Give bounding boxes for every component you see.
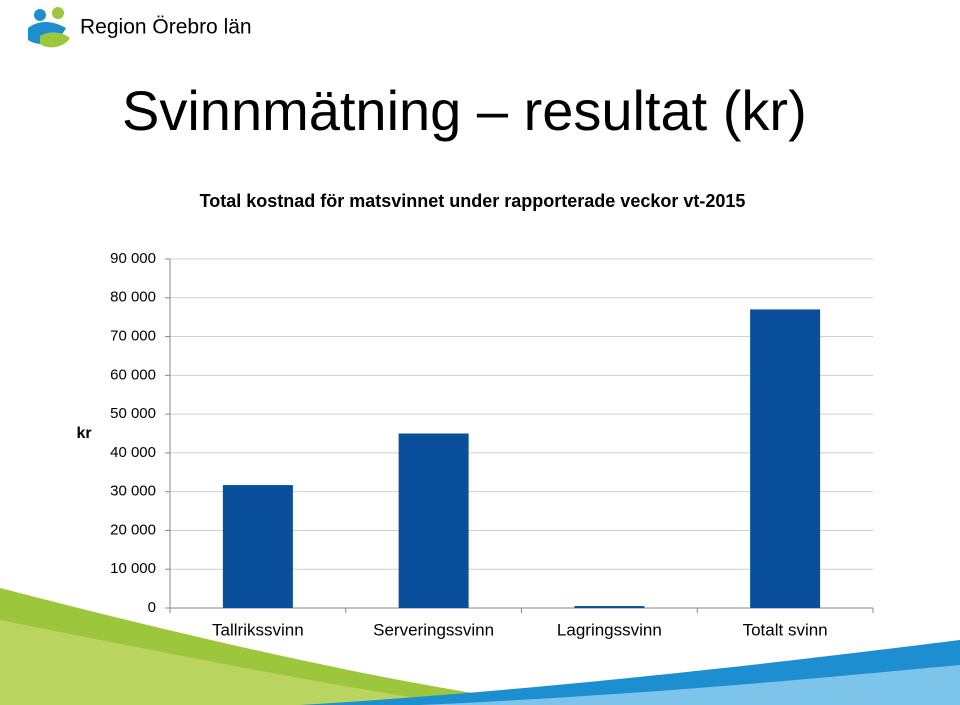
- y-tick-label: 60 000: [110, 366, 156, 383]
- y-tick-label: 80 000: [110, 289, 156, 306]
- x-tick-label: Lagringssvinn: [557, 620, 662, 639]
- logo-shape: [40, 32, 70, 48]
- x-tick-label: Totalt svinn: [743, 620, 828, 639]
- decor-blue-light: [420, 665, 960, 705]
- bar: [750, 309, 821, 608]
- chart-title: Total kostnad för matsvinnet under rappo…: [199, 191, 746, 211]
- logo-dot: [52, 7, 64, 19]
- logo-text: Region Örebro län: [80, 16, 252, 39]
- logo-dot: [34, 9, 46, 21]
- bar: [222, 485, 293, 608]
- y-tick-label: 30 000: [110, 483, 156, 500]
- bar: [398, 433, 469, 608]
- y-tick-label: 0: [148, 599, 156, 616]
- y-tick-label: 70 000: [110, 328, 156, 345]
- decor-green-light: [0, 620, 470, 705]
- y-axis-label: kr: [76, 425, 91, 442]
- y-tick-label: 90 000: [110, 250, 156, 267]
- y-tick-label: 10 000: [110, 560, 156, 577]
- x-tick-label: Serveringssvinn: [373, 620, 494, 639]
- x-tick-label: Tallrikssvinn: [212, 620, 304, 639]
- slide-title: Svinnmätning – resultat (kr): [122, 79, 807, 142]
- bar: [574, 606, 645, 608]
- y-tick-label: 50 000: [110, 405, 156, 422]
- y-tick-label: 20 000: [110, 521, 156, 538]
- y-tick-label: 40 000: [110, 444, 156, 461]
